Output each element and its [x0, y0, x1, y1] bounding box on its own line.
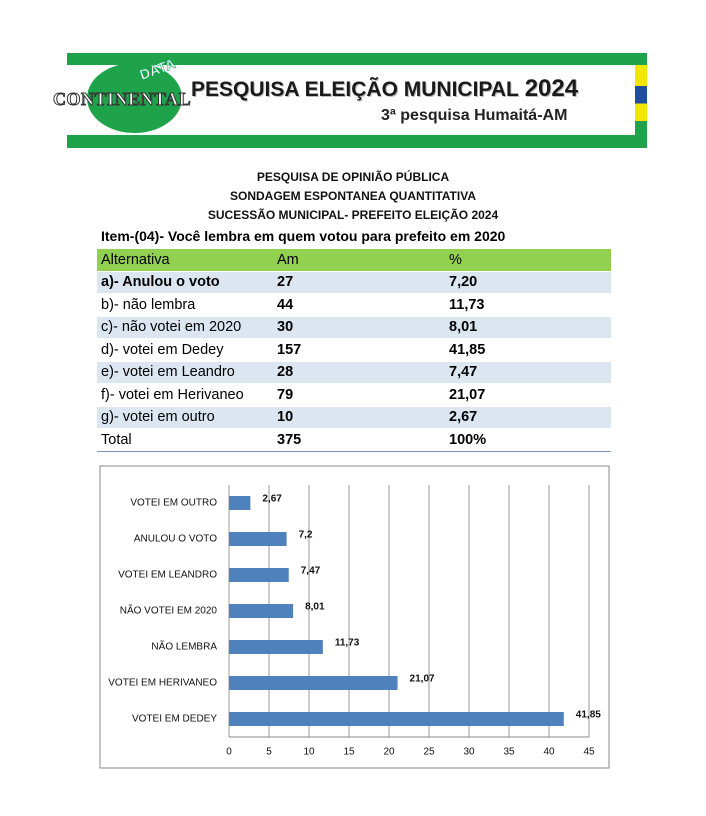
data-label: 7,47	[301, 566, 321, 577]
row: b)- não lembra 44 11,73	[97, 293, 611, 316]
logo: CONTINENTAL	[52, 89, 192, 110]
cell: c)- não votei em 2020	[97, 315, 273, 339]
x-tick-label: 30	[463, 747, 475, 758]
x-tick-label: 0	[226, 747, 232, 758]
cell: d)- votei em Dedey	[97, 338, 273, 361]
y-tick-label: VOTEI EM LEANDRO	[118, 570, 217, 581]
y-tick-label: VOTEI EM HERIVANEO	[108, 678, 217, 689]
y-tick-label: NÃO VOTEI EM 2020	[120, 604, 218, 617]
header-cell: Am	[273, 249, 445, 271]
row: f)- votei em Herivaneo 79 21,07	[97, 383, 611, 406]
cell: 2,67	[445, 405, 611, 429]
bar	[229, 568, 289, 582]
data-label: 2,67	[262, 494, 282, 505]
banner-subtitle: 3ª pesquisa Humaitá-AM	[381, 107, 568, 124]
x-tick-label: 35	[503, 747, 515, 758]
cell: e)- votei em Leandro	[97, 360, 273, 384]
cell: 27	[273, 270, 445, 294]
cell: 8,01	[445, 315, 611, 339]
bar	[229, 604, 294, 618]
cell: 10	[273, 405, 445, 429]
x-tick-label: 40	[543, 747, 555, 758]
x-tick-label: 10	[303, 747, 315, 758]
header-cell: Alternativa	[97, 249, 273, 271]
bar	[229, 712, 564, 726]
cell: b)- não lembra	[97, 293, 273, 316]
bar	[229, 496, 251, 510]
header-cell: %	[445, 249, 611, 271]
data-label: 7,2	[299, 530, 313, 541]
y-tick-label: NÃO LEMBRA	[151, 640, 217, 653]
cell: 79	[273, 383, 445, 406]
banner: DATA CONTINENTAL PESQUISA ELEIÇÃO MUNICI…	[52, 53, 647, 148]
bar	[229, 532, 287, 546]
cell: 21,07	[445, 383, 611, 406]
cell: f)- votei em Herivaneo	[97, 383, 273, 406]
x-tick-label: 15	[343, 747, 355, 758]
results-table: Alternativa Am% a)- Anulou o voto 27 7,20 b)-…	[97, 249, 611, 452]
row: d)- votei em Dedey 157 41,85	[97, 338, 611, 361]
cell: 28	[273, 360, 445, 384]
data-label: 11,73	[335, 638, 360, 649]
cell: Total	[97, 428, 273, 452]
cell: a)- Anulou o voto	[97, 270, 273, 294]
cell: 30	[273, 315, 445, 339]
title-text: PESQUISA ELEIÇÃO MUNICIPAL	[191, 78, 519, 101]
cell: g)- votei em outro	[97, 405, 273, 429]
data-label: 41,85	[576, 710, 601, 721]
y-tick-label: ANULOU O VOTO	[134, 534, 217, 545]
row: a)- Anulou o voto 27 7,20	[97, 270, 611, 294]
y-tick-label: VOTEI EM OUTRO	[130, 498, 217, 509]
cell: 41,85	[445, 338, 611, 361]
title-year: 2024	[524, 75, 579, 102]
cell: 375	[273, 428, 445, 452]
banner-title: PESQUISA ELEIÇÃO MUNICIPAL 2024	[191, 75, 578, 103]
data-label: 8,01	[305, 602, 325, 613]
cell: 157	[273, 338, 445, 361]
cell: 100%	[445, 428, 611, 452]
header-row: Alternativa Am%	[97, 249, 611, 271]
banner-strip	[635, 65, 647, 135]
x-tick-label: 25	[423, 747, 435, 758]
row: g)- votei em outro 10 2,67	[97, 405, 611, 429]
cell: 7,20	[445, 270, 611, 294]
heading: PESQUISA DE OPINIÃO PÚBLICA	[256, 170, 450, 184]
bar	[229, 676, 398, 690]
heading: SUCESSÃO MUNICIPAL- PREFEITO ELEIÇÃO 202…	[207, 208, 499, 222]
row: e)- votei em Leandro 28 7,47	[97, 360, 611, 384]
heading: SONDAGEM ESPONTANEA QUANTITATIVA	[230, 189, 476, 203]
y-tick-label: VOTEI EM DEDEY	[132, 714, 217, 725]
cell: 7,47	[445, 360, 611, 384]
bar	[229, 640, 323, 654]
x-tick-label: 5	[266, 747, 272, 758]
data-label: 21,07	[410, 674, 435, 685]
row: c)- não votei em 2020 30 8,01	[97, 315, 611, 339]
x-tick-label: 20	[383, 747, 395, 758]
cell: 11,73	[445, 293, 611, 316]
question: Item-(04)- Você lembra em quem votou par…	[101, 228, 506, 244]
logo-shape	[87, 63, 182, 133]
row: Total 375 100%	[97, 428, 611, 452]
x-tick-label: 45	[583, 747, 595, 758]
cell: 44	[273, 293, 445, 316]
